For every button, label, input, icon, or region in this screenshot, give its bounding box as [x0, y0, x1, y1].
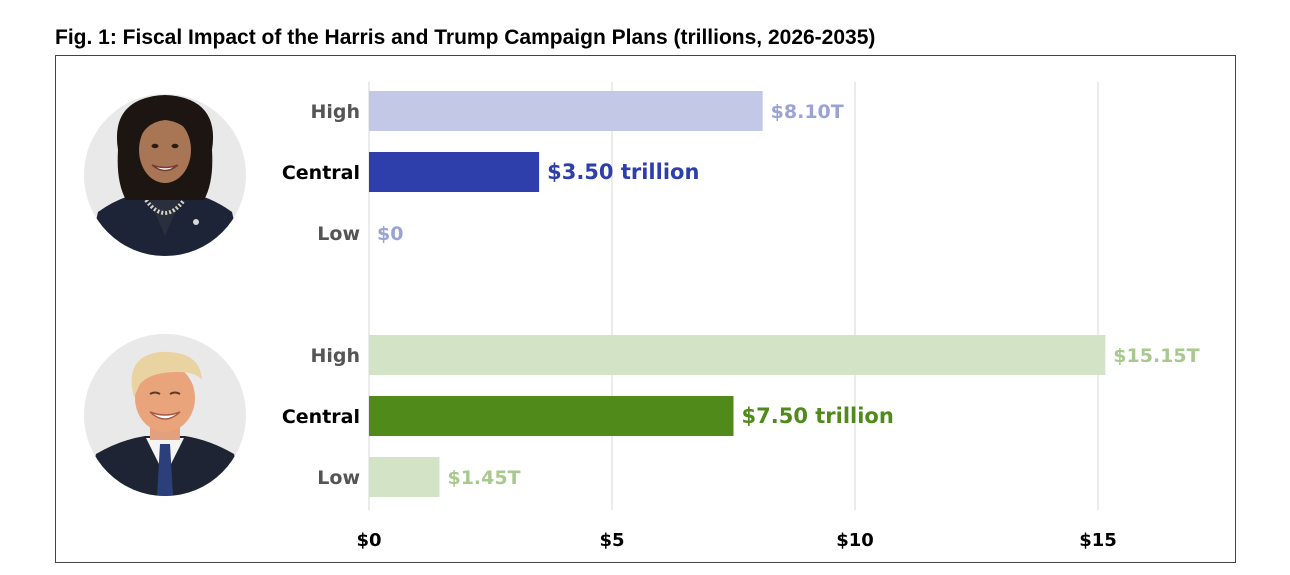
value-label: $7.50 trillion	[742, 404, 894, 428]
bar	[369, 152, 540, 192]
gridlines	[368, 82, 1099, 510]
x-tick-label: $15	[1079, 530, 1117, 551]
category-label: Low	[317, 467, 360, 489]
category-label: Central	[282, 162, 360, 184]
bar	[369, 396, 734, 436]
value-label: $3.50 trillion	[547, 160, 699, 184]
chart-frame	[55, 55, 1236, 563]
donald-trump-portrait	[84, 334, 246, 496]
category-label: High	[310, 101, 360, 123]
chart-title: Fig. 1: Fiscal Impact of the Harris and …	[55, 26, 876, 49]
category-label: Central	[282, 406, 360, 428]
value-label: $0	[377, 223, 403, 245]
bars	[369, 91, 1106, 497]
x-tick-label: $10	[836, 530, 874, 551]
value-label: $1.45T	[447, 467, 520, 489]
value-label: $15.15T	[1113, 345, 1199, 367]
bar	[369, 335, 1106, 375]
labels: High $8.10T Central $3.50 trillion Low $0 High…	[282, 101, 1200, 489]
bar	[369, 91, 763, 131]
bar	[369, 457, 440, 497]
x-tick-label: $0	[356, 530, 381, 551]
x-tick-label: $5	[599, 530, 624, 551]
category-label: Low	[317, 223, 360, 245]
category-label: High	[310, 345, 360, 367]
value-label: $8.10T	[771, 101, 844, 123]
x-axis-ticks: $0 $5 $10 $15	[356, 530, 1116, 551]
kamala-harris-portrait	[84, 94, 246, 256]
